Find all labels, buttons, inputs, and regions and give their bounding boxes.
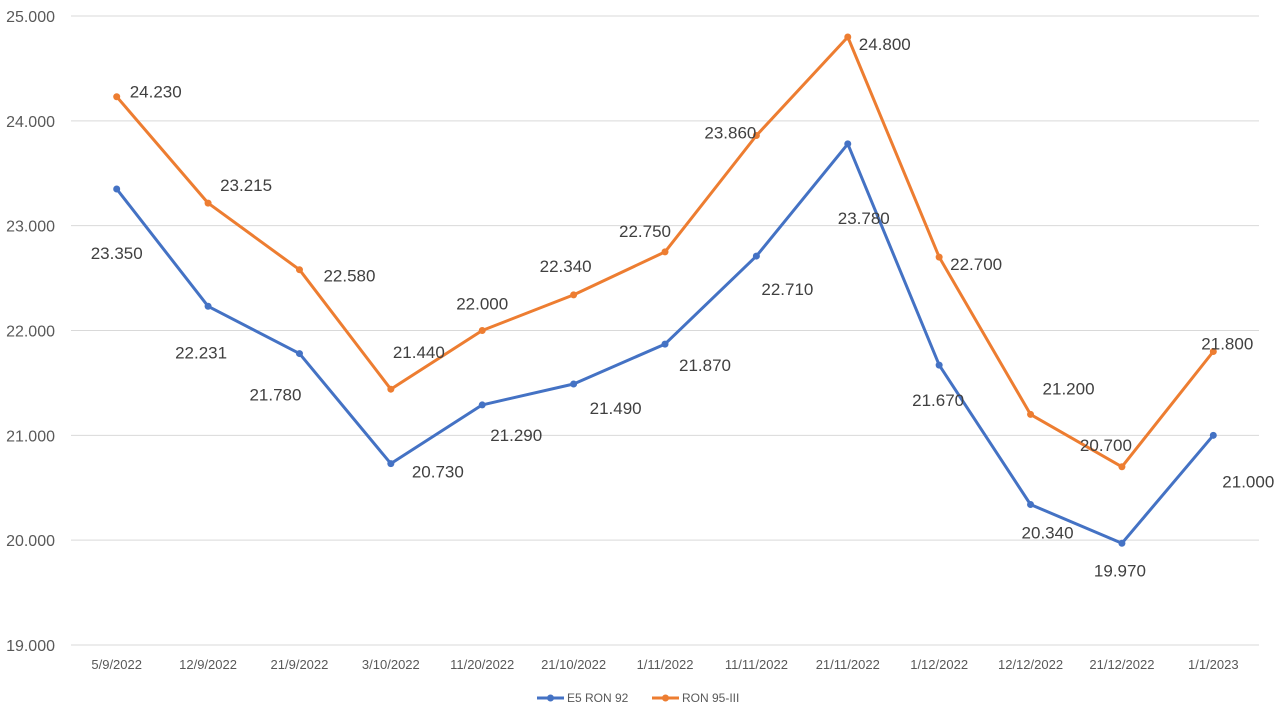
data-label: 21.670 [912, 391, 964, 410]
data-point [113, 185, 121, 193]
y-tick-label: 23.000 [6, 219, 55, 236]
data-label: 22.000 [456, 295, 508, 314]
y-tick-label: 22.000 [6, 324, 55, 341]
data-point [752, 132, 760, 140]
data-label: 20.730 [412, 463, 464, 482]
legend-label: E5 RON 92 [567, 691, 629, 705]
data-label: 19.970 [1094, 561, 1146, 580]
data-point [844, 33, 852, 41]
data-point [1209, 347, 1217, 355]
x-tick-label: 1/1/2023 [1188, 657, 1239, 672]
x-tick-label: 21/9/2022 [271, 657, 329, 672]
x-tick-label: 21/11/2022 [816, 657, 880, 672]
legend-label: RON 95-III [682, 691, 739, 705]
data-label: 22.340 [540, 257, 592, 276]
series-e5-ron-92: 23.350 22.231 21.780 20.730 21.290 21.490 21.8… [91, 140, 1274, 580]
series-ron-95-iii: 24.230 23.215 22.580 21.440 22.000 22.340 22.7… [113, 33, 1253, 471]
x-tick-label: 1/11/2022 [637, 657, 694, 672]
data-label: 22.750 [619, 222, 671, 241]
data-label: 21.780 [249, 386, 301, 405]
x-tick-label: 3/10/2022 [362, 657, 420, 672]
y-tick-label: 25.000 [6, 9, 55, 26]
data-point [661, 340, 669, 348]
legend-marker [662, 694, 669, 702]
legend-marker [547, 694, 554, 702]
data-point [935, 253, 943, 261]
data-point [204, 199, 212, 207]
data-label: 23.215 [220, 176, 272, 195]
x-tick-label: 1/12/2022 [910, 657, 968, 672]
x-tick-label: 12/9/2022 [179, 657, 237, 672]
data-point [570, 380, 578, 388]
data-point [204, 302, 212, 310]
data-label: 21.000 [1222, 472, 1274, 491]
data-label: 23.350 [91, 244, 143, 263]
data-label: 20.340 [1022, 524, 1074, 543]
data-label: 20.700 [1080, 436, 1132, 455]
data-label: 21.490 [590, 399, 642, 418]
data-point [478, 327, 486, 334]
data-label: 21.800 [1201, 334, 1253, 353]
y-tick-label: 21.000 [6, 428, 55, 445]
data-label: 21.440 [393, 343, 445, 362]
data-point [1027, 501, 1035, 509]
data-point [570, 291, 578, 299]
gridlines [71, 15, 1259, 646]
data-label: 21.870 [679, 356, 731, 375]
data-point [1118, 539, 1126, 547]
data-point [478, 401, 486, 409]
data-label: 22.580 [323, 267, 375, 286]
x-tick-label: 5/9/2022 [91, 657, 142, 672]
x-tick-label: 21/12/2022 [1089, 657, 1154, 672]
data-point [935, 361, 943, 369]
data-point [113, 93, 121, 101]
data-point [752, 252, 760, 260]
data-label: 24.800 [859, 35, 911, 54]
y-tick-label: 20.000 [6, 533, 55, 550]
data-label: 23.860 [704, 124, 756, 143]
y-tick-label: 19.000 [6, 638, 55, 655]
data-point [1027, 410, 1035, 418]
legend: E5 RON 92 RON 95-III [537, 691, 739, 705]
data-label: 21.200 [1043, 379, 1095, 398]
x-tick-label: 11/11/2022 [725, 657, 788, 672]
x-tick-label: 11/20/2022 [450, 657, 514, 672]
data-point [1209, 431, 1217, 439]
data-label: 23.780 [838, 209, 890, 228]
data-label: 24.230 [130, 83, 182, 102]
data-point [295, 350, 303, 358]
data-point [844, 140, 852, 148]
x-tick-label: 12/12/2022 [998, 657, 1063, 672]
data-label: 22.231 [175, 343, 227, 362]
data-point [387, 385, 395, 393]
x-tick-label: 21/10/2022 [541, 657, 606, 672]
data-label: 22.710 [761, 280, 813, 299]
data-point [387, 460, 395, 468]
data-point [661, 248, 669, 256]
data-point [295, 266, 303, 274]
data-label: 21.290 [490, 426, 542, 445]
data-point [1118, 463, 1126, 471]
data-label: 22.700 [950, 255, 1002, 274]
y-tick-label: 24.000 [6, 114, 55, 131]
